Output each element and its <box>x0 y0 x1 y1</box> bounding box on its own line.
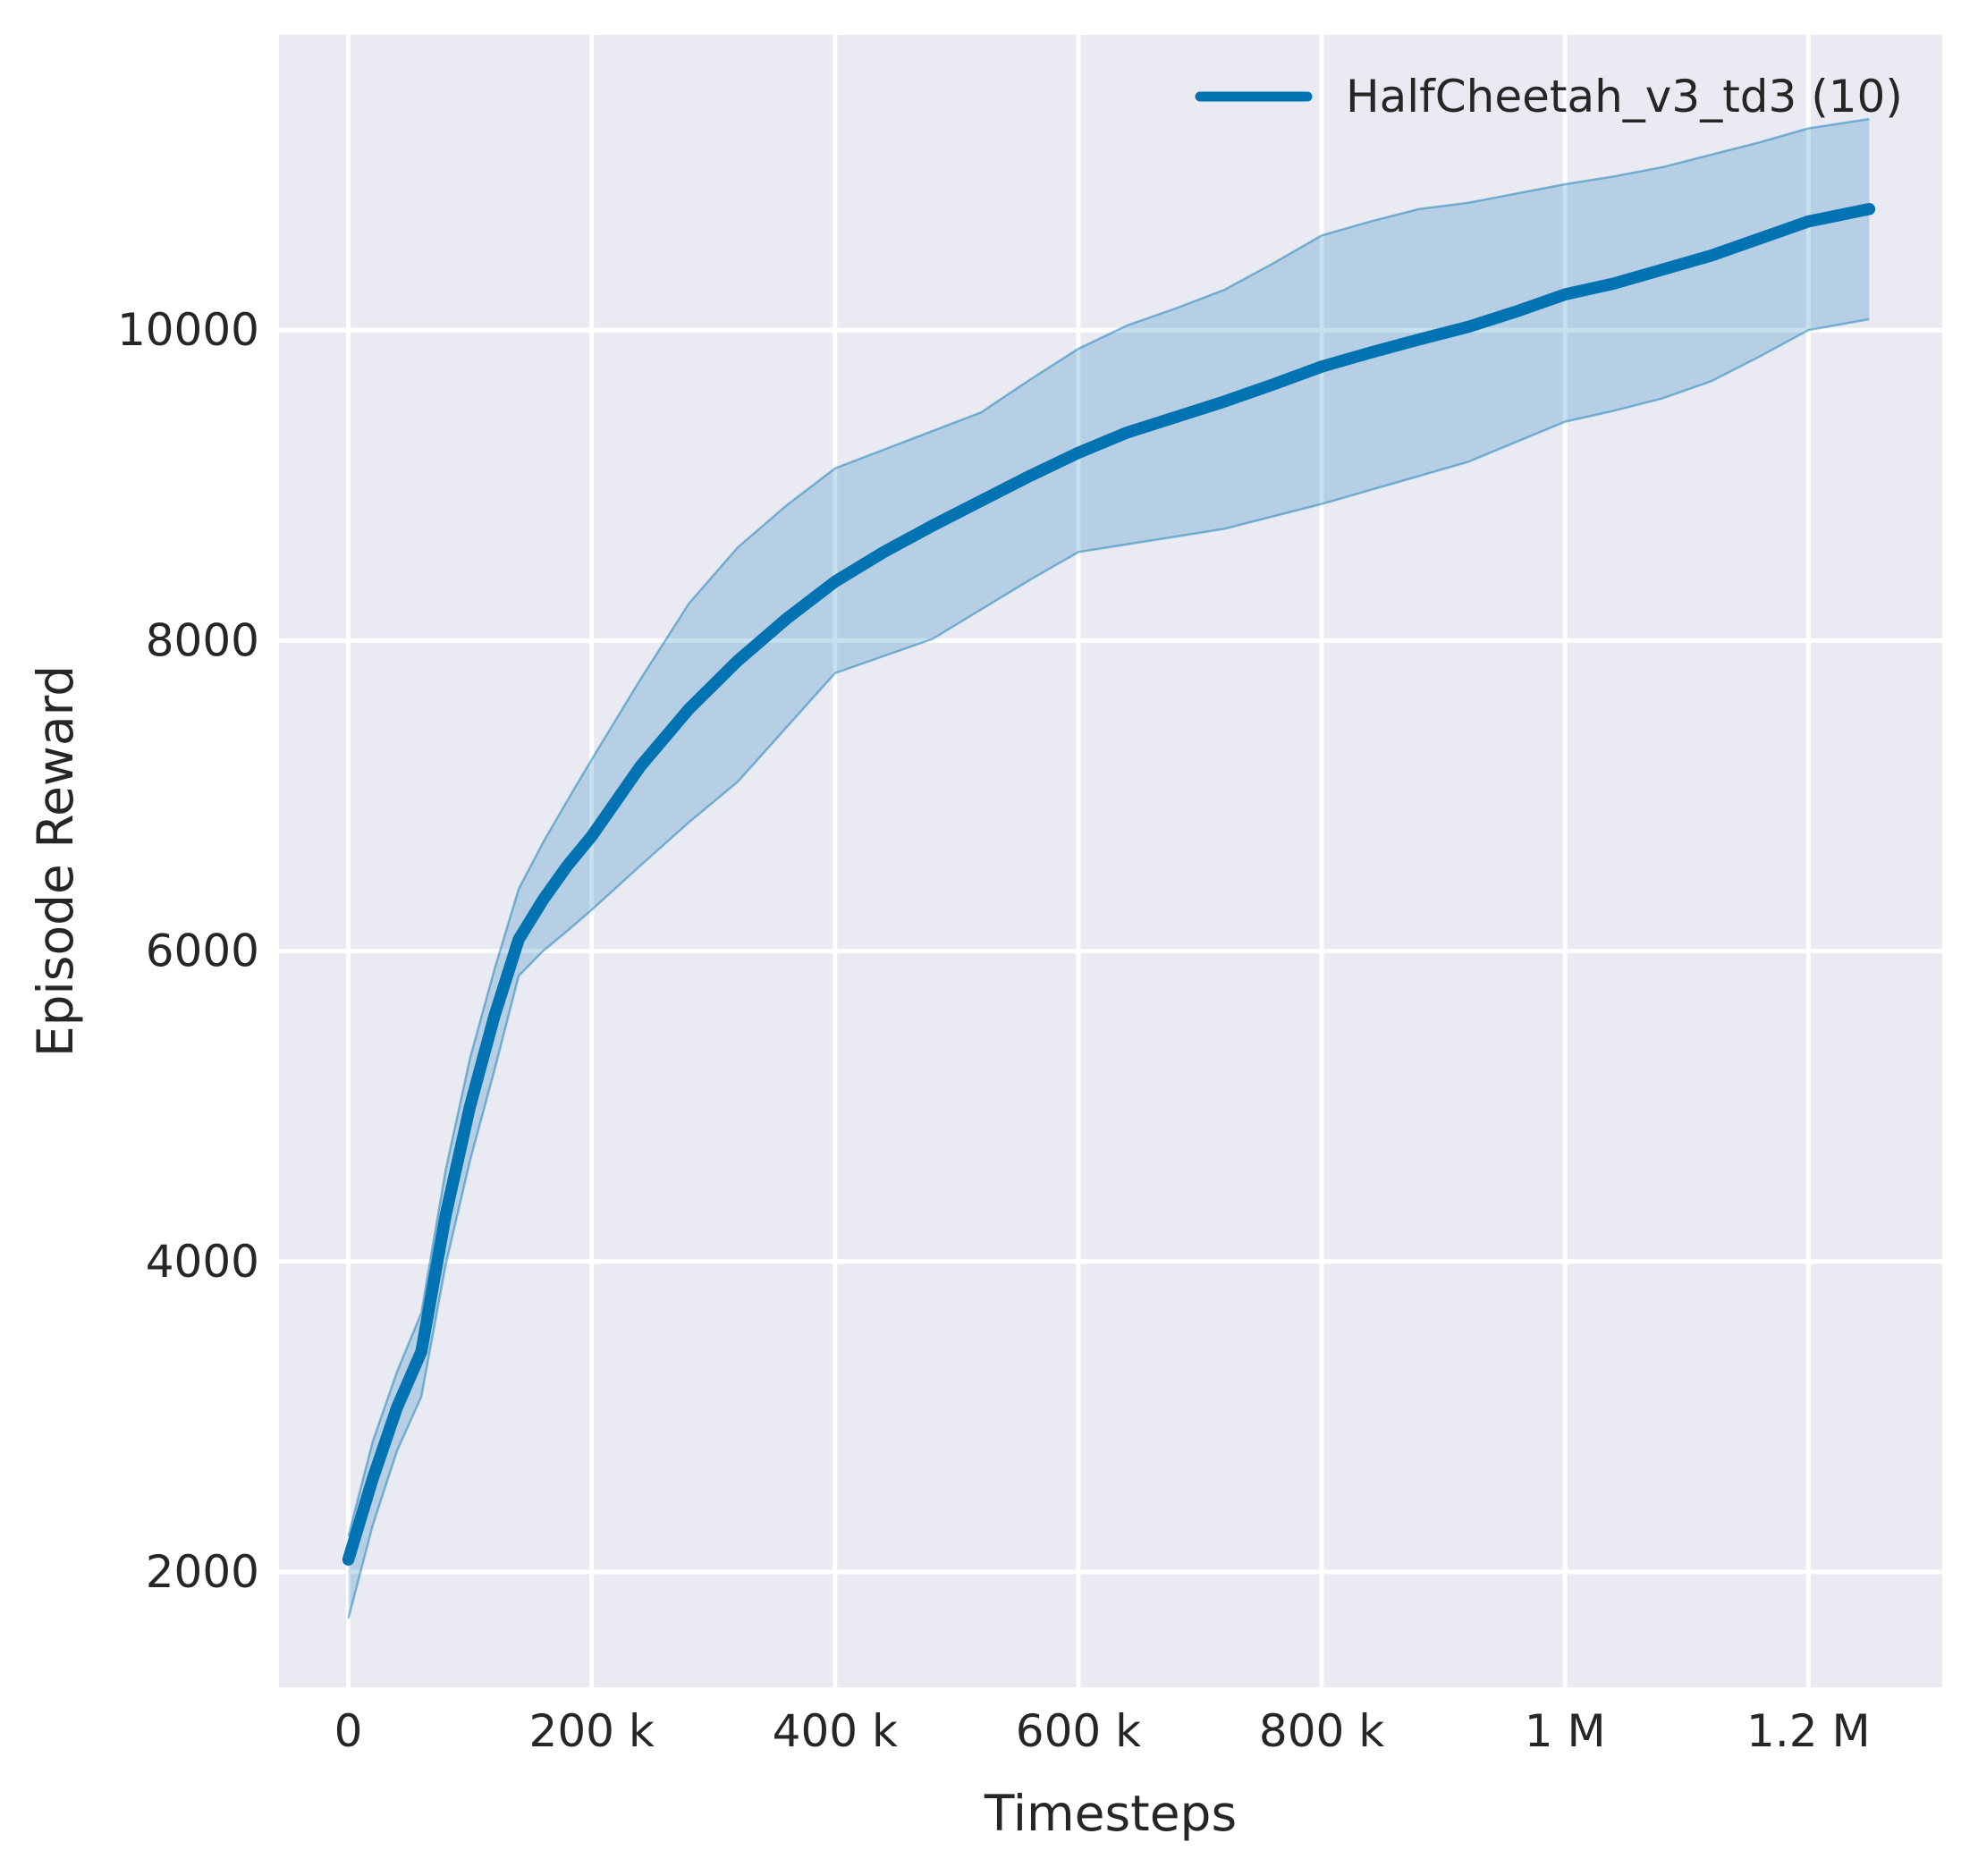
mean-reward-line <box>342 203 1876 1566</box>
x-tick-label: 200 k <box>529 1705 655 1757</box>
y-tick-labels: 2000 4000 6000 8000 10000 <box>117 304 259 1598</box>
series-layer <box>342 117 1876 1619</box>
y-axis-label: Episode Reward <box>27 665 84 1057</box>
confidence-band-upper-edge <box>347 117 1870 1537</box>
confidence-band-lower-edge <box>347 317 1870 1619</box>
legend: HalfCheetah_v3_td3 (10) <box>1195 71 1903 123</box>
legend-entry-label: HalfCheetah_v3_td3 (10) <box>1346 71 1903 123</box>
y-tick-label: 6000 <box>146 925 259 977</box>
x-tick-label: 1.2 M <box>1746 1705 1871 1757</box>
y-tick-label: 8000 <box>146 614 259 666</box>
confidence-band <box>348 119 1870 1619</box>
x-tick-label: 0 <box>334 1705 363 1757</box>
x-tick-label: 400 k <box>773 1705 898 1757</box>
y-tick-label: 2000 <box>146 1546 259 1598</box>
x-axis-label: Timesteps <box>984 1785 1237 1842</box>
x-tick-label: 800 k <box>1259 1705 1384 1757</box>
plot-area <box>279 35 1942 1687</box>
x-tick-label: 600 k <box>1016 1705 1141 1757</box>
y-tick-label: 10000 <box>117 304 259 356</box>
x-tick-label: 1 M <box>1525 1705 1606 1757</box>
y-tick-label: 4000 <box>146 1236 259 1288</box>
x-tick-labels: 0 200 k 400 k 600 k 800 k 1 M 1.2 M <box>334 1705 1871 1757</box>
grid-lines <box>279 35 1942 1687</box>
